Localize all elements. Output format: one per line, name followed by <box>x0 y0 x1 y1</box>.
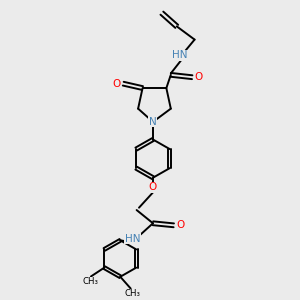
Text: O: O <box>149 182 157 192</box>
Text: O: O <box>112 79 121 89</box>
Text: O: O <box>176 220 184 230</box>
Text: N: N <box>148 117 156 127</box>
Text: HN: HN <box>172 50 188 60</box>
Text: CH₃: CH₃ <box>83 277 99 286</box>
Text: CH₃: CH₃ <box>124 289 140 298</box>
Text: HN: HN <box>125 234 140 244</box>
Text: O: O <box>195 72 203 82</box>
